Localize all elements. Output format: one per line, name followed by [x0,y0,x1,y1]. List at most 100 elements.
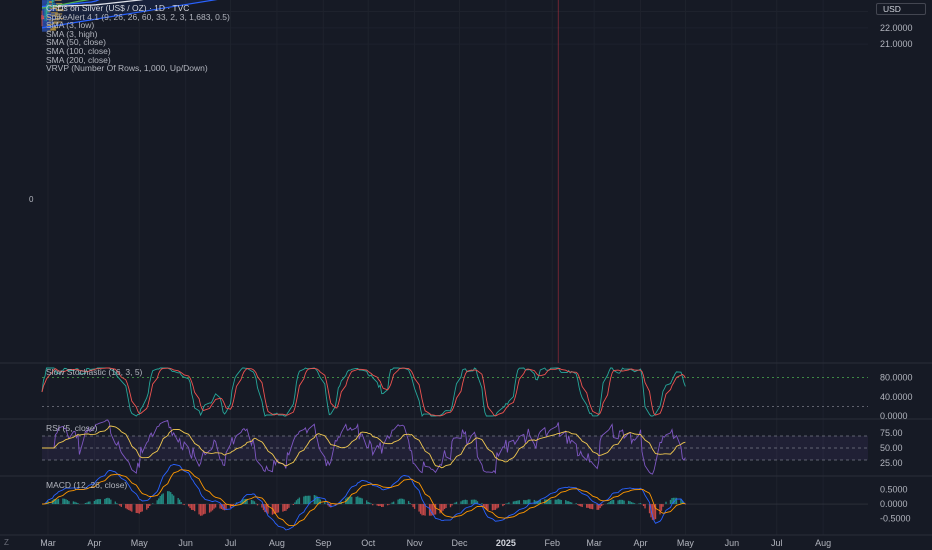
macd-histogram-bar [515,500,518,505]
volume-profile-row [47,30,51,32]
parallel-channel[interactable] [41,0,868,29]
macd-histogram-bar [261,504,263,508]
x-axis-tick-label: Apr [87,538,101,548]
x-axis-tick-label: Jun [178,538,193,548]
macd-histogram-bar [632,502,634,505]
macd-histogram-bar [171,494,173,505]
volume-profile-row [42,0,49,3]
macd-histogram-bar [620,499,622,505]
macd-histogram-bar [403,499,405,505]
macd-histogram-bar [559,499,561,505]
macd-histogram-bar [653,504,655,521]
macd-histogram-bar [560,499,562,505]
volume-profile-row [42,23,49,25]
legend-indicator[interactable]: SMA (3, high) [46,28,98,39]
macd-histogram-bar [412,504,414,508]
macd-histogram-bar [493,504,495,510]
volume-profile-row [42,27,53,29]
macd-histogram-bar [391,502,393,505]
macd-histogram-bar [684,504,687,505]
macd-histogram-bar [547,499,549,505]
legend-indicator[interactable]: SMA (50, close) [46,37,106,48]
x-axis-tick-label: Aug [815,538,831,548]
stochastic-k-line [41,367,686,418]
macd-histogram-bar [382,504,384,507]
legend-indicator[interactable]: SMA (3, low) [46,20,95,31]
macd-histogram-bar [630,502,633,505]
macd-histogram-bar [193,504,196,512]
macd-histogram-bar [351,496,353,505]
volume-profile-row [50,14,58,16]
macd-histogram-bar [398,498,401,505]
macd-histogram-bar [651,504,654,520]
macd-histogram-bar [439,504,441,514]
macd-histogram-bar [274,504,277,514]
macd-histogram-bar [202,504,205,515]
macd-histogram-bar [587,504,589,508]
stochastic-label[interactable]: Slow Stochastic (16, 3, 5) [46,367,143,377]
volume-profile-row [51,12,58,14]
macd-histogram-bar [107,497,109,505]
macd-histogram-bar [440,504,443,513]
volume-profile [42,0,64,32]
macd-histogram-bar [683,503,685,505]
macd-histogram-bar [65,499,67,505]
legend-indicator[interactable]: VRVP (Number Of Rows, 1,000, Up/Down) [46,63,208,74]
volume-profile-row [56,3,63,5]
macd-histogram-bar [633,503,636,505]
legend-indicator[interactable]: SpikeAlert 4.1 (9, 26, 26, 60, 33, 2, 3,… [46,11,230,22]
chart-title[interactable]: CFDs on Silver (US$ / OZ) · 1D · TVC [46,3,190,13]
macd-histogram-bar [297,498,299,505]
macd-histogram-bar [463,499,465,505]
macd-histogram-bar [62,498,64,505]
macd-histogram-bar [286,504,289,510]
macd-histogram-bar [388,504,390,505]
x-axis-tick-label: Jul [771,538,783,548]
macd-histogram-bar [318,498,320,505]
legend-indicator[interactable]: SMA (100, close) [46,45,111,56]
macd-histogram-bar [84,503,87,505]
macd-histogram-bar [517,500,519,505]
volume-profile-row [42,7,50,9]
macd-histogram-bar [617,500,619,505]
macd-histogram-bar [419,504,422,514]
macd-histogram-bar [210,504,212,512]
macd-histogram-bar [569,501,571,505]
macd-histogram-bar [183,504,185,506]
volume-profile-row [52,22,59,24]
macd-histogram-bar [161,494,163,505]
macd-histogram-bar [608,502,610,505]
x-axis-tick-label: Nov [407,538,424,548]
macd-histogram-bar [518,500,521,505]
macd-label[interactable]: MACD (12, 26, close) [46,480,128,490]
x-axis-tick-label: Sep [315,538,331,548]
volume-profile-row [55,8,64,11]
currency-button[interactable]: USD [876,3,926,15]
volume-profile-row [42,30,48,32]
macd-histogram-bar [72,501,75,505]
macd-histogram-bar [401,498,404,505]
macd-histogram-bar [128,504,130,511]
macd-histogram-bar [355,496,357,505]
macd-histogram-bar [481,503,483,505]
volume-profile-row [42,22,53,24]
macd-histogram-bar [201,504,203,516]
macd-histogram-bar [267,504,269,514]
macd-histogram-bar [162,493,164,505]
x-axis-tick-label: May [677,538,695,548]
macd-histogram-bar [372,504,374,506]
macd-histogram-bar [57,498,60,505]
macd-histogram-bar [508,502,510,505]
macd-histogram-bar [86,502,88,505]
x-axis-tick-label: Aug [269,538,285,548]
macd-histogram-bar [476,501,479,505]
volume-profile-row [52,6,61,8]
macd-histogram-bar [675,497,678,505]
chart-legend: CFDs on Silver (US$ / OZ) · 1D · TVC Spi… [46,4,230,73]
rsi-label[interactable]: RSI (5, close) [46,423,98,433]
macd-histogram-bar [190,504,193,510]
legend-indicator[interactable]: SMA (200, close) [46,54,111,65]
macd-histogram-bar [252,500,254,505]
macd-histogram-bar [491,504,494,511]
